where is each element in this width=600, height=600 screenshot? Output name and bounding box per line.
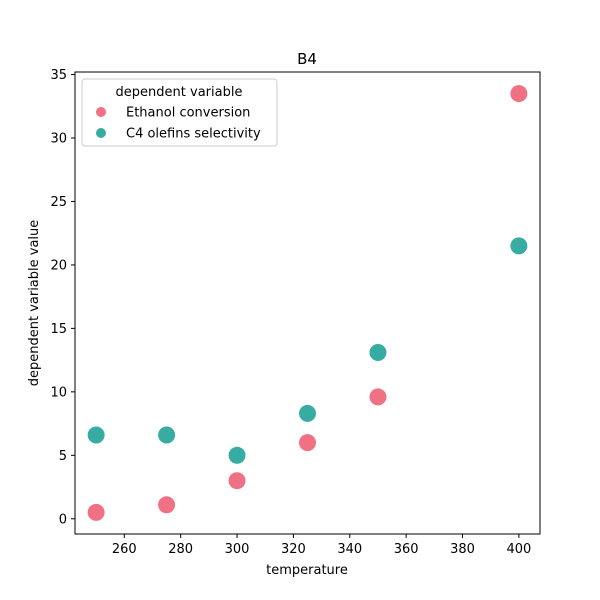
plot-area: 260 280 300 320 340 360 380 400 0 5 10 15 20 25 30 35	[50, 68, 541, 557]
data-point-series-1-1	[158, 426, 176, 444]
legend-title: dependent variable	[116, 85, 243, 100]
legend-box	[81, 78, 278, 147]
x-tick-label: 400	[506, 542, 531, 557]
y-axis-label: dependent variable value	[27, 220, 42, 387]
data-point-series-0-5	[510, 85, 528, 103]
y-tick-label: 0	[59, 512, 67, 527]
y-tick-label: 35	[50, 68, 67, 83]
y-tick-label: 20	[50, 258, 67, 273]
x-axis-label: temperature	[266, 563, 348, 578]
data-point-series-1-4	[369, 344, 387, 361]
x-tick-label: 260	[112, 542, 137, 557]
y-tick-label: 5	[59, 449, 67, 464]
data-point-series-1-0	[87, 426, 105, 444]
y-tick-label: 10	[50, 385, 67, 400]
x-tick-label: 300	[225, 542, 250, 557]
data-point-series-1-2	[228, 446, 246, 464]
legend-entry-0: Ethanol conversion	[126, 106, 250, 121]
data-point-series-0-2	[228, 472, 246, 490]
data-point-series-1-3	[299, 404, 316, 422]
plot-frame	[74, 71, 541, 535]
legend-marker-0	[96, 107, 106, 117]
data-point-series-0-4	[369, 388, 387, 406]
x-tick-label: 320	[281, 542, 306, 557]
data-point-series-0-3	[299, 434, 316, 452]
chart-title: B4	[297, 50, 317, 68]
y-tick-label: 25	[50, 195, 67, 210]
x-tick-label: 380	[450, 542, 475, 557]
x-tick-label: 360	[394, 542, 419, 557]
legend-marker-1	[96, 128, 106, 138]
data-point-series-1-5	[510, 237, 528, 255]
legend: dependent variable Ethanol conversion C4 o…	[81, 78, 278, 147]
legend-entry-1: C4 olefins selectivity	[126, 127, 261, 142]
data-point-series-0-1	[158, 496, 176, 514]
x-tick-label: 280	[168, 542, 193, 557]
y-tick-label: 15	[50, 322, 67, 337]
x-tick-label: 340	[337, 542, 362, 557]
y-tick-label: 30	[50, 132, 67, 147]
data-point-series-0-0	[87, 503, 105, 521]
